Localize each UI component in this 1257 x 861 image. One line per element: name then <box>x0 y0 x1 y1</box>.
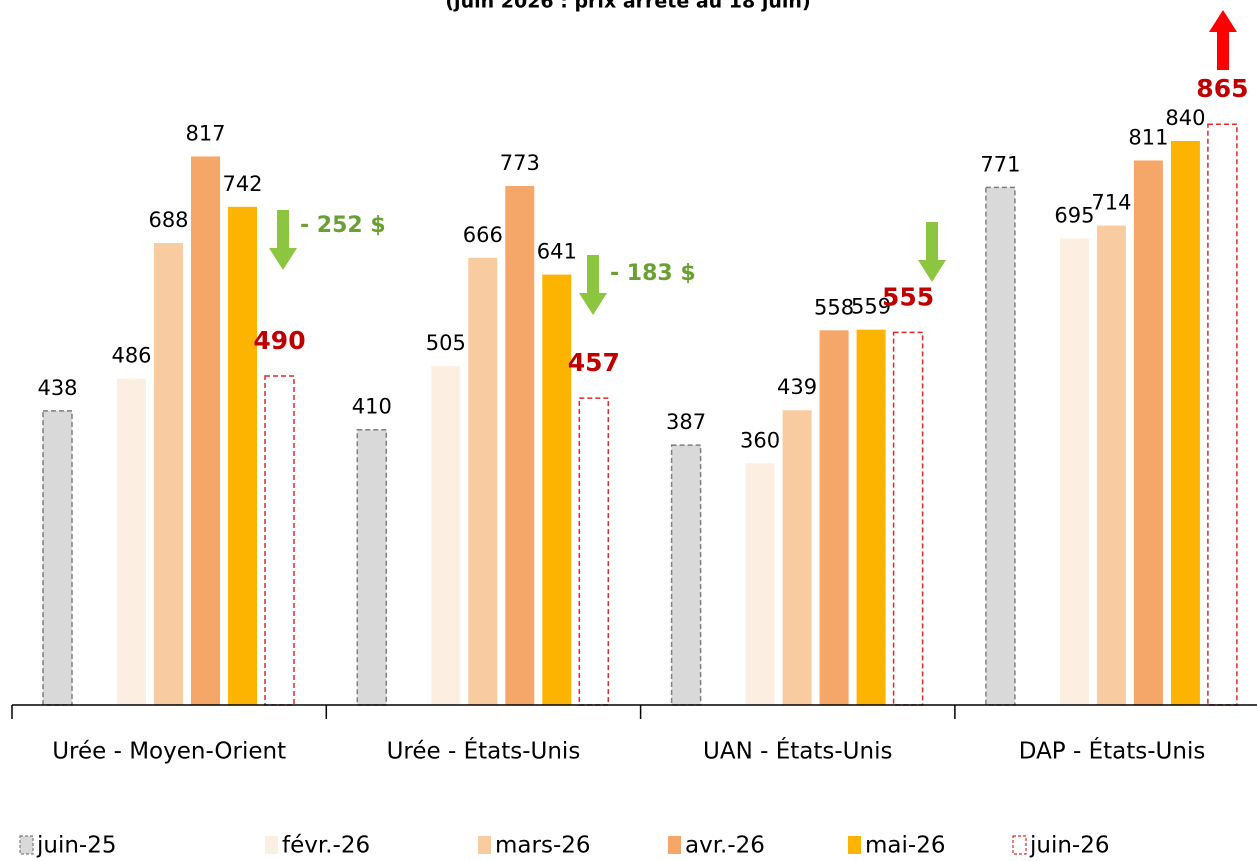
bar <box>985 186 1016 706</box>
annotation: - 252 $ <box>300 213 386 238</box>
legend-swatch <box>1012 835 1027 855</box>
bar <box>505 185 535 705</box>
data-label: 641 <box>537 240 577 264</box>
down-arrow <box>579 255 607 315</box>
x-tick-label: DAP - États-Unis <box>1019 737 1206 765</box>
bar <box>745 463 775 705</box>
bar <box>117 378 146 705</box>
legend-swatch <box>478 836 491 854</box>
bar <box>819 330 849 705</box>
legend-label: févr.-26 <box>282 833 370 859</box>
data-label: 439 <box>777 375 817 399</box>
bar <box>542 274 572 705</box>
annotation: - 183 $ <box>610 261 696 286</box>
legend-swatch <box>19 835 34 855</box>
legend-swatch <box>848 836 861 854</box>
data-label: 505 <box>426 331 466 355</box>
bar <box>578 397 610 706</box>
bar <box>264 375 295 706</box>
bar <box>468 257 498 705</box>
legend-label: juin-25 <box>36 833 117 859</box>
data-label: 771 <box>980 152 1020 176</box>
bar <box>1059 238 1089 705</box>
data-label: 773 <box>500 151 540 175</box>
data-label: 865 <box>1196 74 1248 103</box>
data-label: 490 <box>253 326 305 355</box>
bar <box>1207 123 1238 706</box>
bar <box>670 444 702 706</box>
data-label: 387 <box>666 410 706 434</box>
legend-swatch <box>668 836 681 854</box>
data-label: 438 <box>37 376 77 400</box>
data-label: 742 <box>222 172 262 196</box>
bar <box>154 243 183 706</box>
legend-label: mai-26 <box>865 833 945 859</box>
data-label: 457 <box>568 348 620 377</box>
x-tick-label: UAN - États-Unis <box>703 737 892 765</box>
legend-label: juin-26 <box>1029 833 1110 859</box>
bar <box>856 329 886 705</box>
bar <box>1133 160 1163 705</box>
bar <box>42 410 73 706</box>
up-arrow <box>1209 10 1237 70</box>
chart-subtitle: (juin 2026 : prix arrêté au 18 juin) <box>445 0 810 13</box>
data-label: 555 <box>882 282 934 311</box>
data-label: 840 <box>1165 106 1205 130</box>
data-label: 666 <box>463 223 503 247</box>
data-label: 714 <box>1091 191 1131 215</box>
bar <box>431 365 461 705</box>
down-arrow <box>918 222 946 282</box>
bar <box>191 156 220 705</box>
bar <box>356 428 388 706</box>
data-label: 486 <box>111 344 151 368</box>
data-label: 360 <box>740 428 780 452</box>
x-tick-label: Urée - États-Unis <box>387 737 581 765</box>
bar <box>782 410 812 705</box>
data-label: 559 <box>851 295 891 319</box>
data-label: 688 <box>148 208 188 232</box>
data-label: 811 <box>1128 125 1168 149</box>
legend-swatch <box>265 836 278 854</box>
data-label: 695 <box>1054 203 1094 227</box>
legend-label: mars-26 <box>495 833 591 859</box>
bar <box>892 331 924 706</box>
legend-label: avr.-26 <box>685 833 765 859</box>
arrows <box>269 10 1237 315</box>
bar <box>1096 225 1126 705</box>
bar <box>1170 141 1200 705</box>
data-label: 410 <box>352 395 392 419</box>
data-label: 558 <box>814 295 854 319</box>
x-tick-label: Urée - Moyen-Orient <box>52 739 286 765</box>
bar <box>228 206 257 706</box>
data-label: 817 <box>185 121 225 145</box>
down-arrow <box>269 210 297 270</box>
